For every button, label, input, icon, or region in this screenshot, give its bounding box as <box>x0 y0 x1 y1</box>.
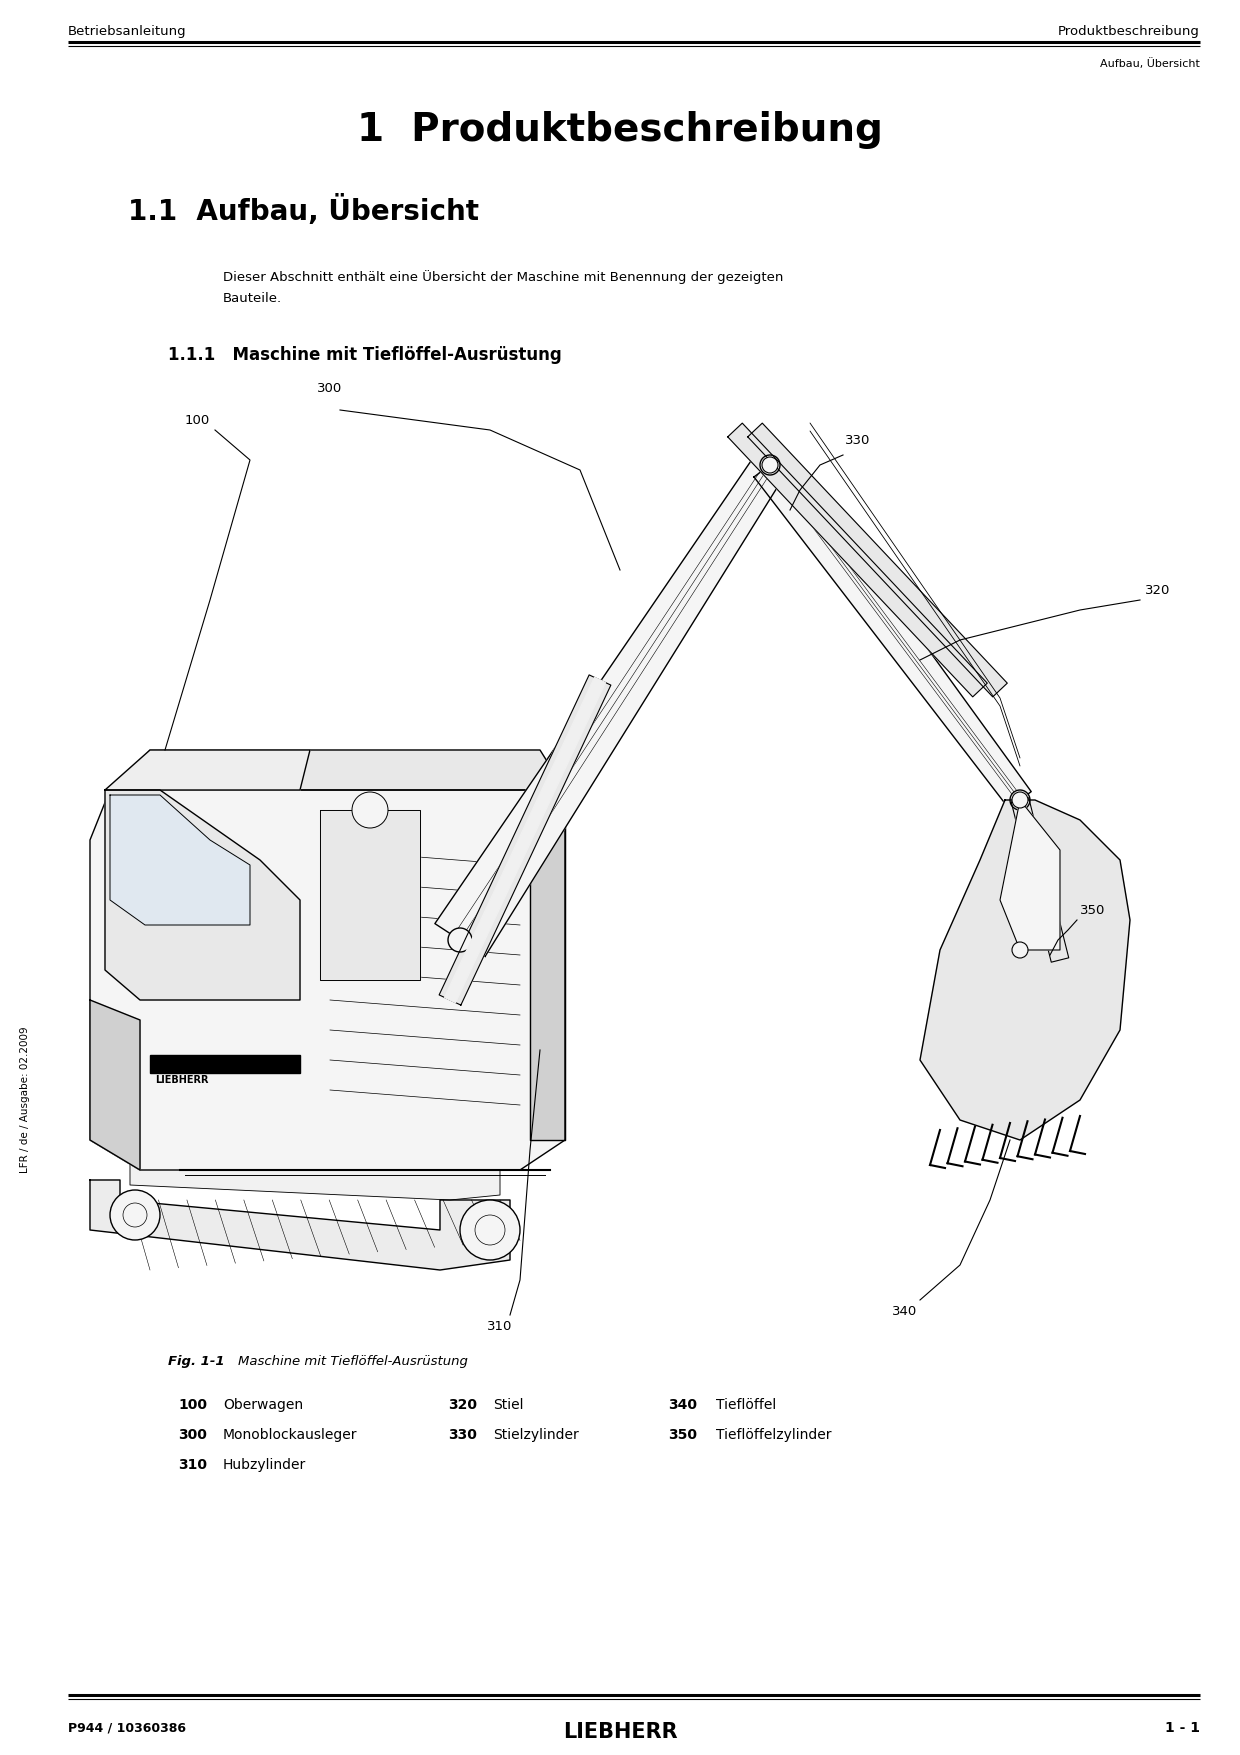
Text: Dieser Abschnitt enthält eine Übersicht der Maschine mit Benennung der gezeigten: Dieser Abschnitt enthält eine Übersicht … <box>223 270 784 284</box>
Text: Aufbau, Übersicht: Aufbau, Übersicht <box>1100 58 1200 68</box>
Text: Stiel: Stiel <box>494 1399 523 1413</box>
Polygon shape <box>1012 799 1069 962</box>
Circle shape <box>475 1214 505 1244</box>
Text: 320: 320 <box>1145 583 1171 597</box>
Text: Maschine mit Tieflöffel-Ausrüstung: Maschine mit Tieflöffel-Ausrüstung <box>238 1355 467 1367</box>
Text: 1  Produktbeschreibung: 1 Produktbeschreibung <box>357 111 883 149</box>
Text: Hubzylinder: Hubzylinder <box>223 1458 306 1472</box>
Text: 330: 330 <box>448 1429 477 1443</box>
Polygon shape <box>320 811 420 979</box>
Text: Bauteile.: Bauteile. <box>223 291 283 305</box>
Polygon shape <box>754 453 1032 809</box>
Text: 100: 100 <box>185 414 211 426</box>
Text: 300: 300 <box>179 1429 207 1443</box>
Circle shape <box>110 1190 160 1241</box>
Polygon shape <box>130 1150 500 1200</box>
Text: 100: 100 <box>179 1399 207 1413</box>
Text: 350: 350 <box>668 1429 697 1443</box>
Text: 1.1.1   Maschine mit Tieflöffel-Ausrüstung: 1.1.1 Maschine mit Tieflöffel-Ausrüstung <box>167 346 562 363</box>
Text: Fig. 1-1: Fig. 1-1 <box>167 1355 224 1367</box>
Text: P944 / 10360386: P944 / 10360386 <box>68 1722 186 1734</box>
Polygon shape <box>728 423 987 697</box>
Polygon shape <box>105 790 300 1000</box>
Text: 1 - 1: 1 - 1 <box>1166 1722 1200 1736</box>
Bar <box>150 1055 300 1072</box>
Text: Produktbeschreibung: Produktbeschreibung <box>1058 25 1200 39</box>
Text: 310: 310 <box>487 1320 512 1334</box>
Polygon shape <box>999 800 1060 949</box>
Text: 320: 320 <box>448 1399 477 1413</box>
Circle shape <box>460 1200 520 1260</box>
Text: 350: 350 <box>1080 904 1105 916</box>
Polygon shape <box>110 749 565 790</box>
Text: Monoblockausleger: Monoblockausleger <box>223 1429 357 1443</box>
Polygon shape <box>529 790 565 1141</box>
Polygon shape <box>748 423 1007 697</box>
Polygon shape <box>91 790 565 1171</box>
Polygon shape <box>445 677 605 1002</box>
Text: LIEBHERR: LIEBHERR <box>155 1076 208 1085</box>
Circle shape <box>763 456 777 474</box>
Circle shape <box>123 1202 148 1227</box>
Circle shape <box>1011 790 1030 811</box>
Text: 1.1  Aufbau, Übersicht: 1.1 Aufbau, Übersicht <box>128 195 479 225</box>
Polygon shape <box>110 795 250 925</box>
Text: Oberwagen: Oberwagen <box>223 1399 303 1413</box>
Polygon shape <box>435 455 785 956</box>
Polygon shape <box>91 1000 140 1171</box>
Polygon shape <box>91 1179 510 1271</box>
Text: 340: 340 <box>668 1399 697 1413</box>
Circle shape <box>448 928 472 951</box>
Text: Stielzylinder: Stielzylinder <box>494 1429 579 1443</box>
Polygon shape <box>105 749 310 790</box>
Text: 300: 300 <box>317 383 342 395</box>
Circle shape <box>1012 942 1028 958</box>
Text: 310: 310 <box>179 1458 207 1472</box>
Text: Tieflöffelzylinder: Tieflöffelzylinder <box>715 1429 832 1443</box>
Text: LIEBHERR: LIEBHERR <box>563 1722 677 1743</box>
Circle shape <box>760 455 780 476</box>
Polygon shape <box>920 800 1130 1141</box>
Text: 340: 340 <box>893 1306 918 1318</box>
Polygon shape <box>439 676 611 1006</box>
Circle shape <box>352 792 388 828</box>
Circle shape <box>1012 792 1028 807</box>
Text: LFR / de / Ausgabe: 02.2009: LFR / de / Ausgabe: 02.2009 <box>20 1027 30 1174</box>
Text: Betriebsanleitung: Betriebsanleitung <box>68 25 187 39</box>
Text: 330: 330 <box>844 433 870 446</box>
Text: Tieflöffel: Tieflöffel <box>715 1399 776 1413</box>
